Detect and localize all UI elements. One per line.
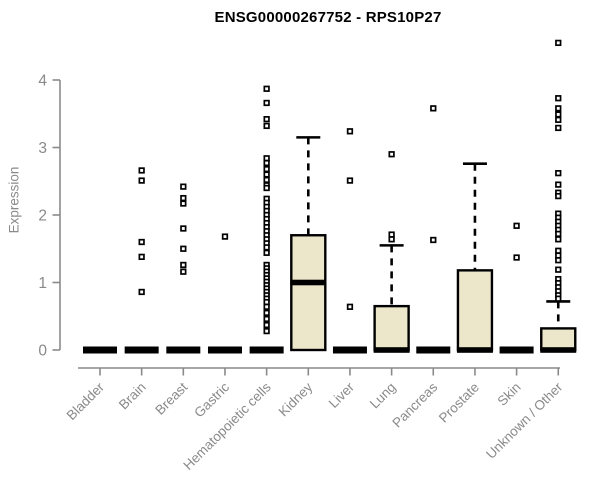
outlier-point <box>430 236 437 244</box>
outlier-point <box>555 39 562 47</box>
outlier-point <box>138 167 145 174</box>
outlier-point <box>346 128 354 135</box>
outlier-point <box>346 303 354 310</box>
outlier-point <box>555 266 562 273</box>
outlier-point <box>180 268 187 275</box>
y-tick-label: 1 <box>38 275 47 292</box>
outlier-point <box>221 233 229 240</box>
x-tick-label: Brain <box>116 380 149 413</box>
outlier-point <box>263 327 270 335</box>
flat-box <box>124 346 159 354</box>
outlier-point <box>180 261 187 269</box>
x-tick-label: Prostate <box>436 380 482 426</box>
x-tick-label: Pancreas <box>389 379 440 430</box>
outlier-point <box>263 315 270 323</box>
outlier-point <box>263 171 270 178</box>
outlier-point <box>138 253 145 261</box>
outlier-point <box>263 85 270 92</box>
outlier-point <box>555 105 562 112</box>
outlier-point <box>138 288 145 296</box>
flat-box <box>249 346 284 354</box>
median-line <box>456 347 493 353</box>
outlier-point <box>263 303 270 310</box>
outlier-point <box>555 111 562 118</box>
outlier-point <box>555 116 562 123</box>
chart-title: ENSG00000267752 - RPS10P27 <box>214 9 442 26</box>
x-tick-label: Liver <box>326 379 358 411</box>
outlier-point <box>263 249 270 256</box>
outlier-point <box>138 238 145 246</box>
outlier-point <box>180 200 187 207</box>
outlier-point <box>263 244 270 251</box>
outlier-point <box>555 124 562 132</box>
y-tick-label: 4 <box>38 73 47 90</box>
median-line <box>290 279 327 286</box>
flat-box <box>207 346 242 354</box>
outlier-point <box>388 151 395 158</box>
x-tick-label: Lung <box>367 380 399 412</box>
x-tick-label: Unknown / Other <box>483 379 566 462</box>
outlier-point <box>388 236 395 243</box>
outlier-point <box>263 159 270 167</box>
flat-box <box>166 346 201 354</box>
flat-box <box>416 346 451 354</box>
outlier-point <box>555 192 562 200</box>
outlier-point <box>513 254 520 261</box>
outlier-point <box>555 236 562 243</box>
outlier-point <box>555 181 562 188</box>
flat-box <box>332 346 367 354</box>
box <box>540 327 577 352</box>
outlier-point <box>513 222 520 229</box>
outlier-point <box>263 99 270 107</box>
x-tick-label: Bladder <box>64 379 108 423</box>
outlier-point <box>430 105 437 112</box>
flat-box <box>499 346 534 354</box>
median-line <box>373 347 410 353</box>
outlier-point <box>263 176 270 184</box>
x-tick-label: Breast <box>152 379 190 417</box>
y-tick-label: 0 <box>38 343 47 360</box>
outlier-point <box>180 245 187 252</box>
y-tick-label: 2 <box>38 208 47 225</box>
x-tick-label: Gastric <box>191 379 232 420</box>
x-tick-label: Skin <box>495 380 524 409</box>
outlier-point <box>180 183 187 190</box>
outlier-point <box>346 177 354 184</box>
outlier-point <box>555 295 562 302</box>
x-tick-label: Kidney <box>276 379 316 419</box>
box <box>373 304 410 352</box>
box <box>456 269 494 352</box>
outlier-point <box>263 184 270 192</box>
outlier-point <box>555 230 562 238</box>
outlier-point <box>138 177 145 184</box>
outlier-point <box>180 194 187 202</box>
outlier-point <box>555 170 562 177</box>
median-line <box>540 347 577 353</box>
outlier-point <box>263 115 270 123</box>
flat-box <box>83 346 117 354</box>
outlier-point <box>263 321 270 329</box>
y-tick-label: 3 <box>38 140 47 157</box>
outlier-point <box>263 122 270 130</box>
outlier-point <box>263 309 270 317</box>
outlier-point <box>263 165 270 173</box>
outlier-point <box>180 225 187 232</box>
outlier-point <box>555 257 562 264</box>
box <box>290 234 327 352</box>
outlier-point <box>555 95 562 102</box>
